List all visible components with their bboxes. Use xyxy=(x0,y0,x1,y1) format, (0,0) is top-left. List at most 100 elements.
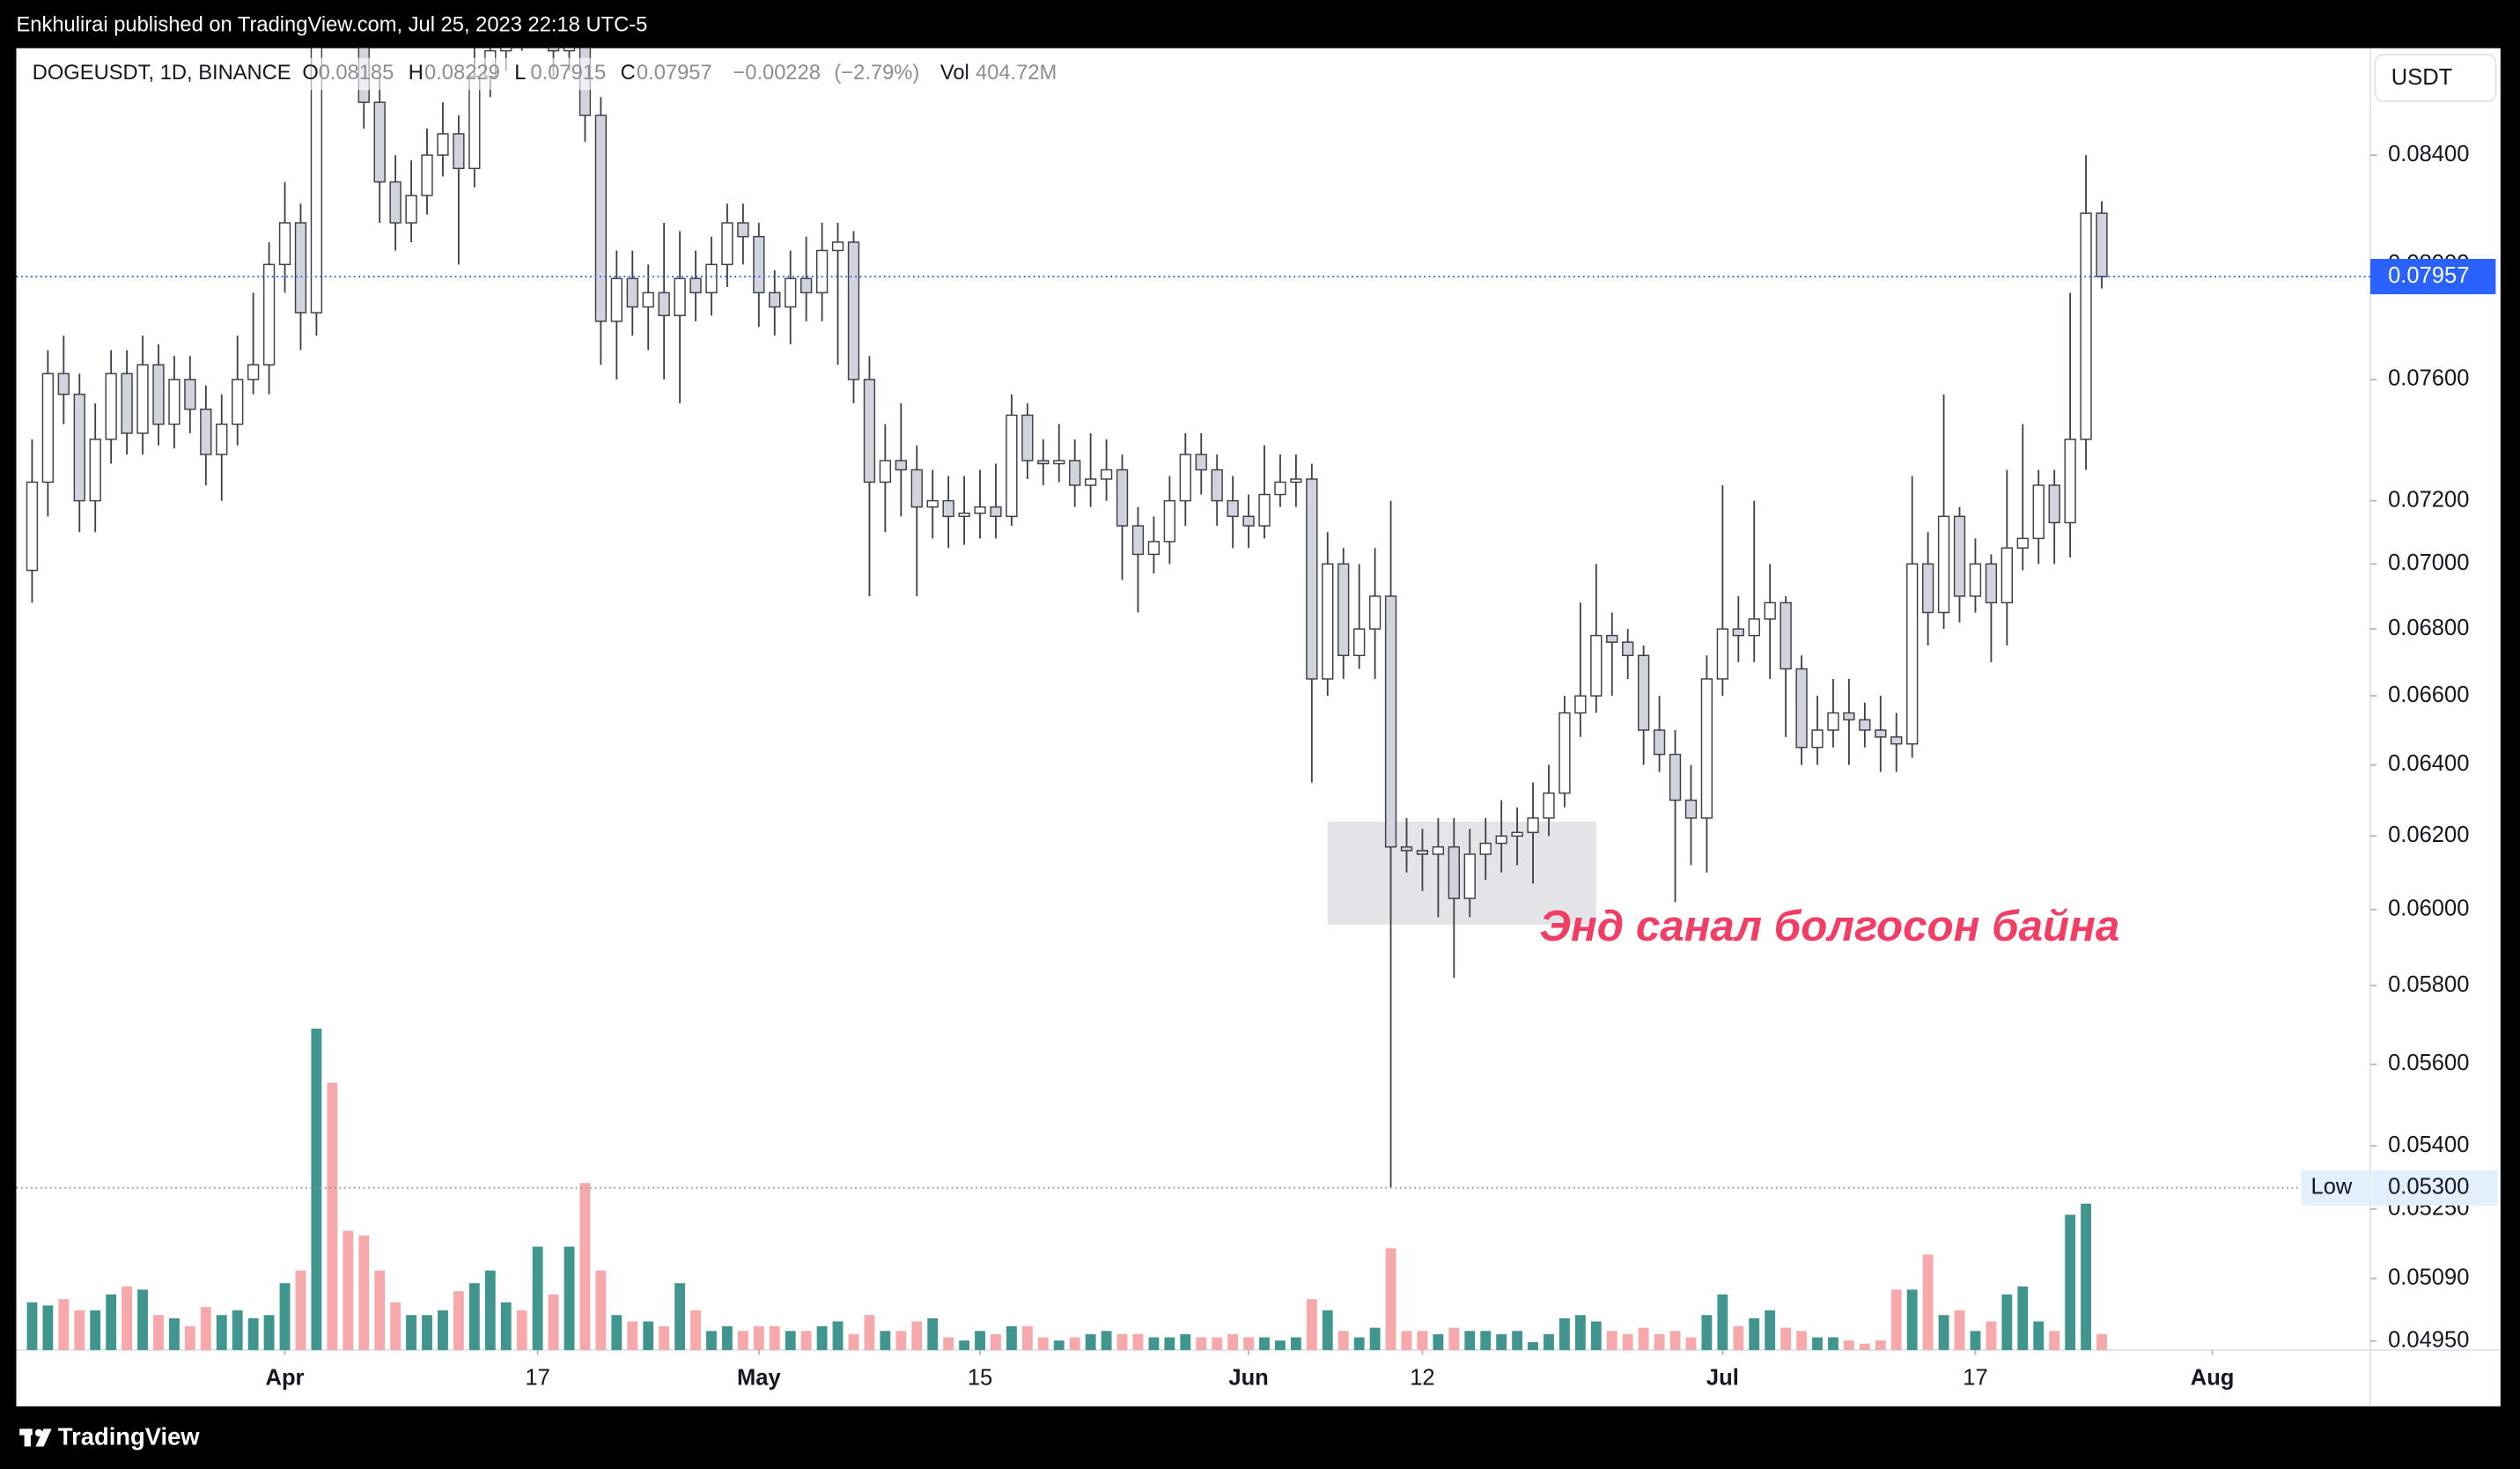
volume-bar xyxy=(343,1230,354,1350)
x-tick-label: 15 xyxy=(968,1366,992,1391)
volume-bar xyxy=(216,1315,227,1350)
x-tick-label: Apr xyxy=(266,1366,305,1391)
volume-bar xyxy=(1828,1337,1838,1350)
candle-body xyxy=(1953,515,1966,597)
volume-bar xyxy=(1512,1331,1523,1350)
candle-body xyxy=(1084,478,1097,486)
volume-bar xyxy=(1528,1341,1538,1350)
candle-body xyxy=(278,222,291,266)
volume-bar xyxy=(1021,1325,1033,1350)
volume-bar xyxy=(769,1325,780,1350)
candle-body xyxy=(863,379,876,484)
volume-bar xyxy=(627,1321,638,1350)
volume-bar xyxy=(2081,1203,2091,1350)
y-tick-label: 0.06200 xyxy=(2388,823,2469,847)
candle-body xyxy=(1543,792,1555,819)
candle-body xyxy=(1906,563,1919,745)
x-tick-label: 17 xyxy=(1963,1366,1987,1391)
volume-bar xyxy=(263,1315,275,1350)
legend-value: 0.08185 xyxy=(319,62,394,85)
volume-bar xyxy=(1654,1333,1665,1350)
candle-body xyxy=(1147,541,1161,556)
candle-body xyxy=(1921,563,1934,614)
volume-bar xyxy=(737,1331,748,1350)
volume-bar xyxy=(532,1246,543,1350)
candle-body xyxy=(1290,478,1302,484)
volume-bar xyxy=(1212,1337,1223,1350)
volume-bar xyxy=(1417,1331,1428,1350)
candle-body xyxy=(373,101,386,183)
volume-bar xyxy=(800,1331,812,1350)
volume-bar xyxy=(659,1325,670,1350)
footer-logo xyxy=(19,1428,52,1447)
candle-body xyxy=(1179,454,1191,502)
candle-body xyxy=(1669,753,1682,801)
volume-bar xyxy=(2017,1286,2029,1350)
candle-body xyxy=(1416,850,1429,855)
low-tag-bg xyxy=(2301,1170,2371,1206)
volume-bar xyxy=(279,1283,291,1350)
candle-body xyxy=(1006,414,1018,518)
candle-body xyxy=(1100,469,1113,480)
candle-body xyxy=(800,277,813,294)
candle-body xyxy=(1653,729,1666,756)
volume-bar xyxy=(1290,1337,1301,1350)
candle-body xyxy=(721,222,733,266)
volume-bar xyxy=(1812,1337,1823,1350)
candle-body xyxy=(674,277,686,316)
candle-body xyxy=(1021,414,1034,461)
volume-bar xyxy=(975,1331,985,1350)
legend-key: H xyxy=(409,62,424,85)
y-tick-label: 0.04950 xyxy=(2388,1327,2469,1352)
volume-bar xyxy=(1148,1337,1160,1350)
currency[interactable]: USDT xyxy=(2391,65,2453,90)
candle-body xyxy=(121,373,133,434)
y-tick-label: 0.05800 xyxy=(2388,972,2469,997)
volume-bar xyxy=(153,1315,164,1350)
legend-change-pct: (−2.79%) xyxy=(834,62,919,85)
last-price-bg xyxy=(2370,258,2496,295)
y-tick-label: 0.05090 xyxy=(2388,1265,2469,1289)
candle-body xyxy=(958,513,970,518)
candle-body xyxy=(847,241,860,380)
candle-body xyxy=(1400,845,1413,852)
candle-body xyxy=(1527,817,1539,833)
candle-body xyxy=(2032,484,2045,540)
volume-bar xyxy=(42,1305,54,1350)
legend-value: 0.08229 xyxy=(424,62,500,85)
currency-box[interactable] xyxy=(2374,54,2497,102)
candle-body xyxy=(974,506,986,514)
volume-bar xyxy=(1464,1331,1476,1350)
volume-bar xyxy=(1259,1337,1270,1350)
candle-body xyxy=(1195,454,1207,471)
volume-bar xyxy=(832,1321,844,1350)
candle-body xyxy=(626,277,638,308)
volume-bar xyxy=(991,1333,1001,1350)
low-value-bg xyxy=(2371,1170,2498,1206)
volume-bar xyxy=(1606,1331,1617,1350)
candle-body xyxy=(1827,712,1839,731)
volume-bar xyxy=(438,1310,448,1350)
volume-bar xyxy=(1385,1248,1396,1350)
volume-bar xyxy=(1559,1318,1570,1350)
low-value: 0.05300 xyxy=(2388,1174,2469,1199)
y-tick-label: 0.06800 xyxy=(2388,616,2469,640)
candle-body xyxy=(89,439,101,502)
candle-body xyxy=(1748,618,1760,637)
low-tag: Low xyxy=(2311,1174,2353,1199)
footer-brand[interactable]: TradingView xyxy=(58,1423,200,1451)
candle-body xyxy=(1384,595,1397,848)
legend-key: O xyxy=(302,62,318,85)
volume-bar xyxy=(959,1340,970,1350)
volume-bar xyxy=(374,1270,386,1350)
volume-bar xyxy=(1053,1340,1065,1350)
candle-body xyxy=(990,506,1002,518)
candle-body xyxy=(610,277,623,322)
volume-bar xyxy=(1890,1289,1902,1350)
candle-body xyxy=(1606,634,1618,643)
candle-body xyxy=(1574,695,1587,714)
volume-bar xyxy=(74,1310,85,1350)
candle-body xyxy=(689,277,702,294)
